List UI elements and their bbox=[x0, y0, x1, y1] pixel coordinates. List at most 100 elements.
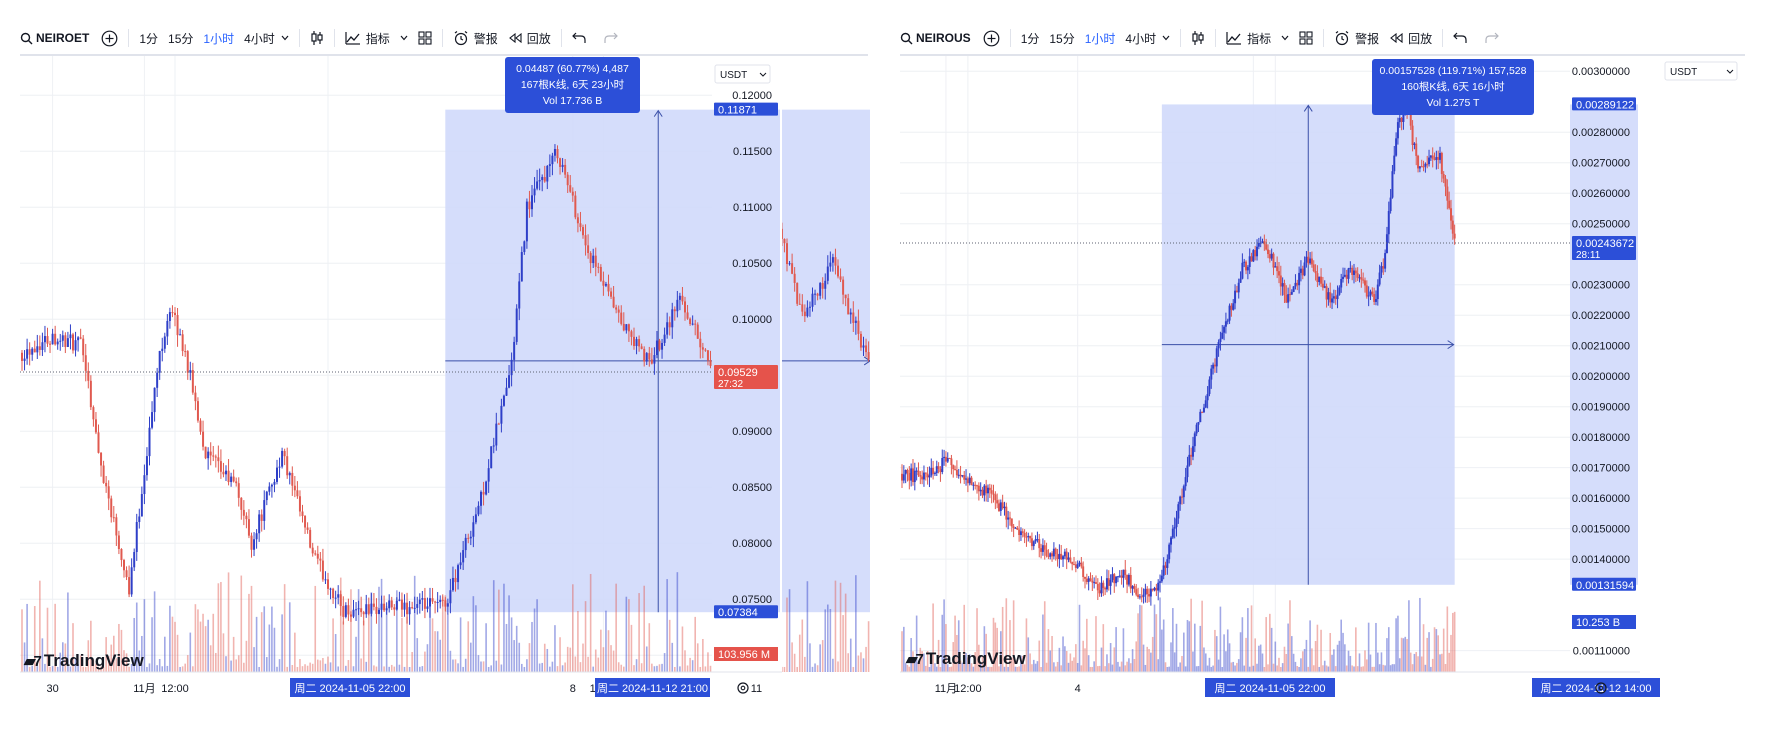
candle-body bbox=[497, 423, 500, 425]
redo-button[interactable] bbox=[1485, 32, 1500, 44]
candle-body bbox=[151, 412, 154, 428]
volume-bar bbox=[643, 585, 645, 672]
indicators-button[interactable]: 指标 bbox=[1226, 30, 1271, 47]
candle-body bbox=[955, 469, 958, 476]
price-chart-left[interactable]: 0.12000 0.11500 0.11000 0.10500 0.10000 0.095… bbox=[20, 0, 870, 736]
alert-button[interactable]: 警报 bbox=[1334, 30, 1379, 47]
volume-bar bbox=[610, 645, 612, 672]
layout-button[interactable] bbox=[418, 31, 432, 45]
volume-bar bbox=[31, 665, 33, 672]
volume-bar bbox=[230, 660, 232, 672]
chart-type-button[interactable] bbox=[1191, 30, 1205, 46]
replay-button[interactable]: 回放 bbox=[508, 30, 551, 47]
currency-dropdown[interactable]: USDT bbox=[714, 64, 771, 84]
candle-body bbox=[930, 467, 933, 476]
volume-bar bbox=[1296, 666, 1299, 672]
volume-bar bbox=[1364, 650, 1366, 672]
volume-bar bbox=[819, 644, 821, 672]
interval-dropdown[interactable] bbox=[281, 35, 289, 41]
volume-bar bbox=[666, 579, 668, 672]
volume-bar bbox=[857, 655, 860, 672]
volume-bar bbox=[651, 663, 653, 672]
volume-bar bbox=[556, 666, 559, 672]
volume-bar bbox=[674, 666, 676, 672]
compare-add-button[interactable] bbox=[101, 30, 118, 47]
indicators-dropdown[interactable] bbox=[1281, 35, 1289, 41]
volume-bar bbox=[844, 593, 847, 672]
volume-bar bbox=[1215, 636, 1218, 672]
candle-body bbox=[701, 347, 704, 350]
candle-body bbox=[520, 252, 523, 282]
plus-circle-icon bbox=[983, 30, 1000, 46]
interval-4h-button[interactable]: 4小时 bbox=[1125, 31, 1157, 46]
candle-body bbox=[571, 191, 574, 196]
candle-body bbox=[627, 324, 630, 332]
chart-type-button[interactable] bbox=[310, 30, 324, 46]
interval-1h-button[interactable]: 1小时 bbox=[1084, 31, 1116, 46]
volume-bar bbox=[490, 665, 492, 672]
volume-bar bbox=[202, 613, 204, 672]
volume-bar bbox=[796, 666, 798, 672]
candle-body bbox=[245, 515, 248, 520]
volume-bar bbox=[253, 647, 255, 672]
volume-bar bbox=[1001, 606, 1004, 672]
interval-dropdown[interactable] bbox=[1162, 35, 1170, 41]
candle-body bbox=[1440, 152, 1443, 175]
symbol-search-button[interactable]: NEIROET bbox=[20, 31, 89, 45]
candle-body bbox=[919, 475, 922, 477]
interval-1m-button[interactable]: 1分 bbox=[139, 31, 159, 46]
settings-gear-icon[interactable] bbox=[737, 682, 749, 694]
candle-body bbox=[1016, 527, 1019, 530]
volume-bar bbox=[709, 665, 712, 672]
volume-bar bbox=[1243, 665, 1246, 672]
candle-body bbox=[490, 446, 493, 469]
candle-body bbox=[1060, 553, 1063, 560]
volume-bar bbox=[816, 665, 819, 672]
candle-body bbox=[917, 470, 920, 476]
volume-bar bbox=[1069, 653, 1072, 672]
candle-body bbox=[316, 553, 319, 559]
volume-bar bbox=[566, 646, 569, 672]
volume-bar bbox=[250, 585, 253, 672]
undo-button[interactable] bbox=[1453, 32, 1467, 44]
candle-body bbox=[676, 299, 679, 312]
compare-add-button[interactable] bbox=[983, 30, 1000, 47]
redo-button[interactable] bbox=[604, 32, 618, 44]
volume-bar bbox=[837, 661, 839, 672]
interval-1h-button[interactable]: 1小时 bbox=[203, 31, 235, 46]
currency-dropdown[interactable]: USDT bbox=[1664, 61, 1738, 81]
candle-body bbox=[324, 579, 327, 581]
interval-15m-button[interactable]: 15分 bbox=[1049, 31, 1075, 46]
interval-4h-button[interactable]: 4小时 bbox=[244, 31, 275, 46]
candle-body bbox=[66, 338, 69, 347]
indicators-button[interactable]: 指标 bbox=[345, 30, 390, 47]
layout-button[interactable] bbox=[1299, 31, 1313, 45]
volume-bar bbox=[90, 620, 92, 672]
volume-bar bbox=[1076, 662, 1079, 672]
volume-bar bbox=[1303, 648, 1306, 672]
volume-bar bbox=[299, 659, 301, 672]
volume-bar bbox=[1333, 649, 1335, 672]
volume-bar bbox=[82, 666, 84, 672]
candle-body bbox=[1018, 529, 1021, 536]
price-axis-range-highlight bbox=[712, 109, 780, 613]
candle-body bbox=[829, 262, 832, 267]
volume-bar bbox=[1018, 666, 1020, 672]
interval-15m-button[interactable]: 15分 bbox=[168, 31, 194, 46]
candle-body bbox=[482, 491, 485, 495]
volume-bar bbox=[1208, 657, 1211, 672]
price-chart-right[interactable]: 0.00300000 0.00280000 0.00270000 0.00260000… bbox=[900, 0, 1750, 736]
volume-bar bbox=[77, 664, 79, 672]
volume-bar bbox=[1391, 664, 1394, 672]
symbol-search-button[interactable]: NEIROUS bbox=[900, 31, 971, 45]
volume-bar bbox=[209, 645, 212, 672]
interval-1m-button[interactable]: 1分 bbox=[1020, 31, 1040, 46]
volume-bar bbox=[1000, 631, 1002, 672]
undo-button[interactable] bbox=[571, 32, 586, 44]
indicators-dropdown[interactable] bbox=[400, 35, 408, 41]
alert-button[interactable]: 警报 bbox=[453, 30, 498, 47]
replay-button[interactable]: 回放 bbox=[1389, 30, 1432, 47]
volume-bar bbox=[1067, 662, 1070, 672]
candle-body bbox=[145, 456, 148, 476]
settings-gear-icon[interactable] bbox=[1595, 682, 1607, 694]
